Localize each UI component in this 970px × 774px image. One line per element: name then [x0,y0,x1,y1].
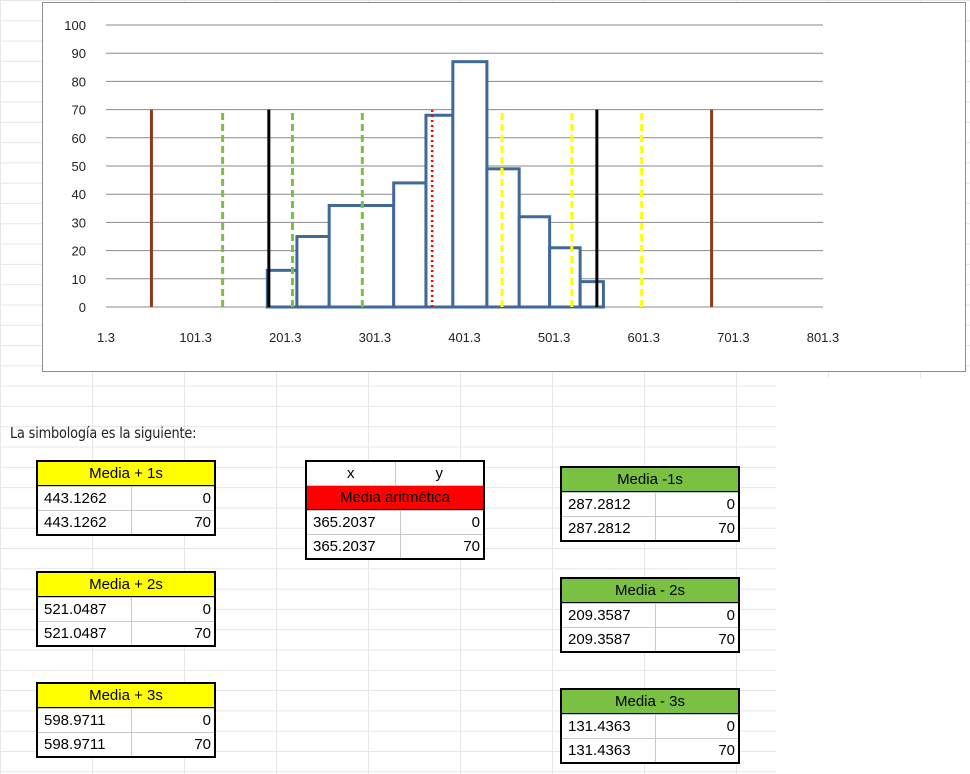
table-media-minus-3s: Media - 3s 131.4363 0 131.4363 70 [560,688,740,764]
y-tick-label: 30 [72,215,86,230]
table-row: 287.2812 0 [562,492,738,516]
cell-x[interactable]: 521.0487 [38,622,132,645]
cell-x[interactable]: 443.1262 [38,487,132,510]
cell-x[interactable]: 598.9711 [38,733,132,756]
cell-y[interactable]: 70 [463,538,480,555]
x-tick-label: 801.3 [807,330,840,345]
x-tick-label: 301.3 [359,330,392,345]
x-tick-label: 401.3 [448,330,481,345]
cell-y[interactable]: 70 [718,742,735,759]
y-tick-label: 10 [72,272,86,287]
cell-x[interactable]: 598.9711 [38,709,132,732]
table-row: 443.1262 70 [38,510,214,534]
x-tick-label: 501.3 [538,330,571,345]
table-media-plus-3s: Media + 3s 598.9711 0 598.9711 70 [36,682,216,758]
histogram-bar [517,215,552,309]
cell-y[interactable]: 0 [202,601,211,618]
y-tick-label: 70 [72,103,86,118]
table-row: 521.0487 70 [38,621,214,645]
cell-y[interactable]: 70 [194,625,211,642]
table-row: 521.0487 0 [38,597,214,621]
cell-x[interactable]: 287.2812 [562,517,656,540]
table-row: 131.4363 70 [562,738,738,762]
y-tick-label: 80 [72,74,86,89]
table-media-aritmetica: x y Media aritmética 365.2037 0 365.2037… [305,460,485,560]
table-media-plus-1s: Media + 1s 443.1262 0 443.1262 70 [36,460,216,536]
table-row: 131.4363 0 [562,714,738,738]
cell-y[interactable]: 0 [726,496,735,513]
cell-x[interactable]: 209.3587 [562,628,656,651]
cell-y[interactable]: 0 [202,490,211,507]
table-media-plus-2s: Media + 2s 521.0487 0 521.0487 70 [36,571,216,647]
y-tick-label: 100 [64,18,86,33]
cell-x[interactable]: 287.2812 [562,493,656,516]
histogram-bar [578,280,605,309]
cell-x[interactable]: 365.2037 [307,511,401,534]
table-title: Media + 2s [38,573,214,597]
histogram-bar [548,246,582,309]
x-tick-label: 1.3 [97,330,115,345]
table-row: 287.2812 70 [562,516,738,540]
table-title: Media + 3s [38,684,214,708]
table-row: 209.3587 0 [562,603,738,627]
table-row: 598.9711 0 [38,708,214,732]
x-tick-label: 701.3 [717,330,750,345]
histogram-bar [424,113,455,309]
y-tick-label: 0 [79,300,86,315]
y-tick-label: 90 [72,46,86,61]
cell-x[interactable]: 365.2037 [307,535,401,558]
table-title: Media -1s [562,468,738,492]
table-media-minus-2s: Media - 2s 209.3587 0 209.3587 70 [560,577,740,653]
table-column-headers: x y [307,462,483,486]
header-x: x [307,462,396,485]
cell-y[interactable]: 0 [726,718,735,735]
table-row: 365.2037 70 [307,534,483,558]
cell-x[interactable]: 209.3587 [562,604,656,627]
table-media-minus-1s: Media -1s 287.2812 0 287.2812 70 [560,466,740,542]
histogram-bar [451,60,489,309]
table-title: Media - 3s [562,690,738,714]
table-row: 598.9711 70 [38,732,214,756]
table-title: Media + 1s [38,462,214,486]
cell-x[interactable]: 131.4363 [562,739,656,762]
histogram-bar [295,235,331,309]
cell-y[interactable]: 70 [194,736,211,753]
blank-region [776,378,970,774]
legend-caption: La simbología es la siguiente: [10,424,197,442]
table-title: Media - 2s [562,579,738,603]
table-row: 443.1262 0 [38,486,214,510]
table-row: 365.2037 0 [307,510,483,534]
histogram-chart: 0 10 20 30 40 50 60 70 80 90 100 1.3 101.3 201.3 301.3… [64,18,840,345]
cell-x[interactable]: 131.4363 [562,715,656,738]
cell-x[interactable]: 443.1262 [38,511,132,534]
cell-y[interactable]: 70 [194,514,211,531]
y-tick-label: 50 [72,159,86,174]
cell-y[interactable]: 0 [726,607,735,624]
cell-x[interactable]: 521.0487 [38,598,132,621]
cell-y[interactable]: 0 [202,712,211,729]
header-y: y [435,465,444,482]
histogram-bar [392,181,428,309]
y-tick-label: 20 [72,244,86,259]
table-row: 209.3587 70 [562,627,738,651]
y-tick-label: 40 [72,187,86,202]
x-tick-label: 201.3 [269,330,302,345]
cell-y[interactable]: 70 [718,631,735,648]
table-title: Media aritmética [307,486,483,510]
chart-area[interactable]: 0 10 20 30 40 50 60 70 80 90 100 1.3 101.3 201.3 301.3… [42,2,966,372]
y-tick-label: 60 [72,131,86,146]
x-tick-label: 601.3 [627,330,660,345]
cell-y[interactable]: 70 [718,520,735,537]
x-tick-label: 101.3 [179,330,212,345]
cell-y[interactable]: 0 [471,514,480,531]
